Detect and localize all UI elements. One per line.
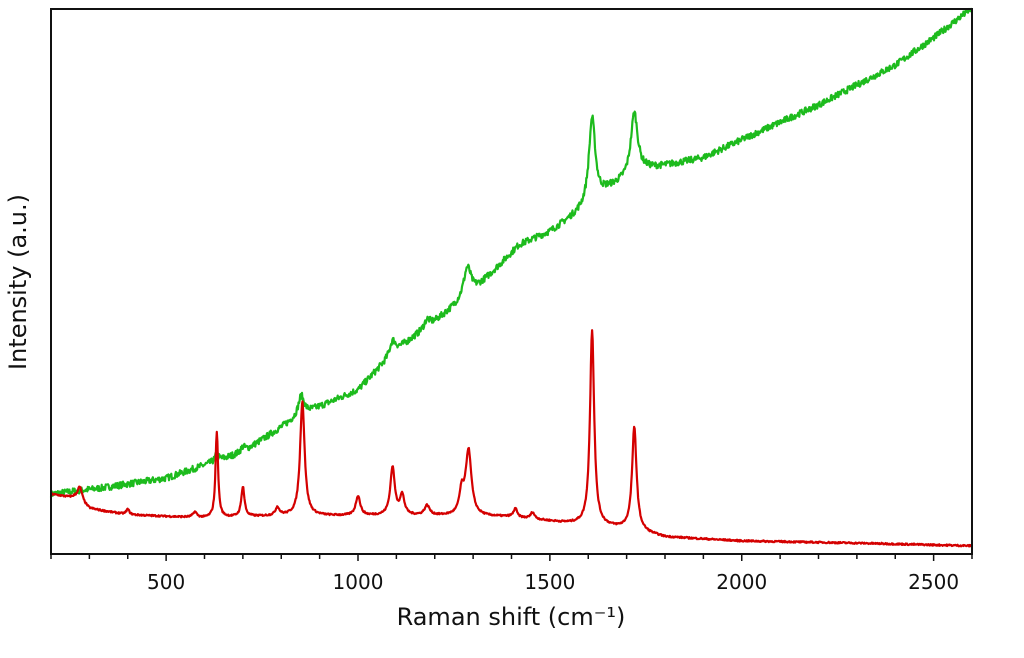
series-layer	[49, 7, 973, 548]
series-line-green	[49, 7, 973, 498]
x-tick-label: 1500	[524, 570, 575, 594]
x-tick-label: 500	[147, 570, 185, 594]
x-tick-label: 2500	[908, 570, 959, 594]
x-axis-title: Raman shift (cm⁻¹)	[397, 603, 626, 631]
x-tick-label: 2000	[716, 570, 767, 594]
x-axis-ticks: 500 1000 1500 2000 2500	[50, 554, 973, 594]
y-axis-title: Intensity (a.u.)	[4, 194, 32, 370]
series-line-red	[50, 329, 973, 548]
x-tick-label: 1000	[333, 570, 384, 594]
